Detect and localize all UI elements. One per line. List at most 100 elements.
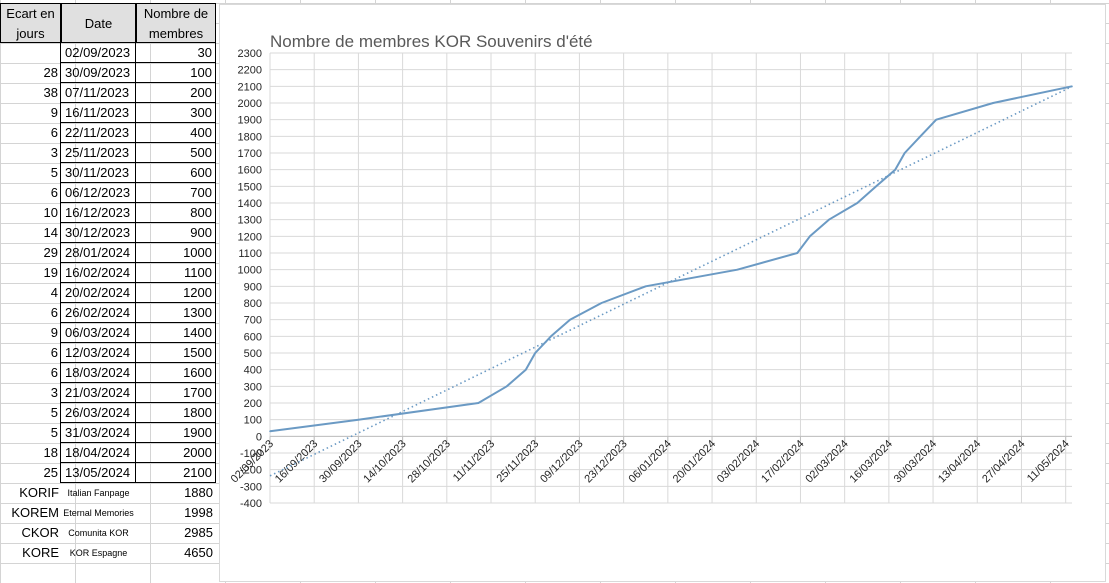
header-date[interactable]: Date bbox=[61, 3, 136, 43]
membres-cell[interactable]: 600 bbox=[136, 163, 216, 183]
membres-cell[interactable]: 1000 bbox=[136, 243, 216, 263]
date-cell[interactable]: 31/03/2024 bbox=[61, 423, 136, 443]
group-name-cell[interactable]: Italian Fanpage bbox=[67, 488, 130, 498]
ecart-cell[interactable]: 10 bbox=[0, 203, 61, 223]
group-value-cell[interactable]: 2985 bbox=[184, 525, 213, 540]
date-cell[interactable]: 16/12/2023 bbox=[61, 203, 136, 223]
ecart-cell[interactable]: 14 bbox=[0, 223, 61, 243]
table-row: 02/09/2023 30 bbox=[0, 43, 216, 63]
ecart-cell[interactable]: 19 bbox=[0, 263, 61, 283]
membres-cell[interactable]: 1600 bbox=[136, 363, 216, 383]
group-code-cell[interactable]: KORIF bbox=[19, 485, 59, 500]
membres-cell[interactable]: 1400 bbox=[136, 323, 216, 343]
date-cell[interactable]: 18/03/2024 bbox=[61, 363, 136, 383]
ecart-cell[interactable]: 18 bbox=[0, 443, 61, 463]
ecart-cell[interactable]: 9 bbox=[0, 323, 61, 343]
y-tick-label: 900 bbox=[244, 281, 262, 293]
date-cell[interactable]: 20/02/2024 bbox=[61, 283, 136, 303]
date-cell[interactable]: 12/03/2024 bbox=[61, 343, 136, 363]
ecart-cell[interactable]: 6 bbox=[0, 343, 61, 363]
group-value-cell[interactable]: 4650 bbox=[184, 545, 213, 560]
date-cell[interactable]: 16/11/2023 bbox=[61, 103, 136, 123]
ecart-cell[interactable] bbox=[0, 43, 61, 63]
ecart-cell[interactable]: 5 bbox=[0, 423, 61, 443]
ecart-cell[interactable]: 25 bbox=[0, 463, 61, 483]
ecart-cell[interactable]: 5 bbox=[0, 403, 61, 423]
chart-title: Nombre de membres KOR Souvenirs d'été bbox=[270, 32, 593, 51]
header-ecart[interactable]: Ecart en jours bbox=[0, 3, 61, 43]
y-tick-label: 1500 bbox=[238, 181, 262, 193]
date-cell[interactable]: 25/11/2023 bbox=[61, 143, 136, 163]
membres-cell[interactable]: 2100 bbox=[136, 463, 216, 483]
x-tick-label: 02/09/2023 bbox=[229, 438, 276, 485]
ecart-cell[interactable]: 3 bbox=[0, 383, 61, 403]
ecart-cell[interactable]: 9 bbox=[0, 103, 61, 123]
ecart-cell[interactable]: 29 bbox=[0, 243, 61, 263]
membres-cell[interactable]: 1500 bbox=[136, 343, 216, 363]
group-code-cell[interactable]: KORE bbox=[22, 545, 59, 560]
membres-cell[interactable]: 700 bbox=[136, 183, 216, 203]
data-point bbox=[903, 152, 906, 154]
date-cell[interactable]: 22/11/2023 bbox=[61, 123, 136, 143]
group-code-cell[interactable]: CKOR bbox=[21, 525, 59, 540]
data-point bbox=[919, 135, 922, 138]
ecart-cell[interactable]: 4 bbox=[0, 283, 61, 303]
ecart-cell[interactable]: 3 bbox=[0, 143, 61, 163]
membres-cell[interactable]: 400 bbox=[136, 123, 216, 143]
data-point bbox=[644, 285, 647, 288]
membres-cell[interactable]: 1200 bbox=[136, 283, 216, 303]
ecart-cell[interactable]: 6 bbox=[0, 363, 61, 383]
group-name-cell[interactable]: Eternal Memories bbox=[63, 508, 134, 518]
table-row: 6 06/12/2023 700 bbox=[0, 183, 216, 203]
y-tick-label: 0 bbox=[256, 431, 262, 443]
membres-cell[interactable]: 1700 bbox=[136, 383, 216, 403]
membres-cell[interactable]: 1900 bbox=[136, 423, 216, 443]
date-cell[interactable]: 26/02/2024 bbox=[61, 303, 136, 323]
data-point bbox=[875, 185, 877, 188]
group-name-cell[interactable]: Comunita KOR bbox=[68, 528, 129, 538]
ecart-cell[interactable]: 28 bbox=[0, 63, 61, 83]
group-value-cell[interactable]: 1880 bbox=[184, 485, 213, 500]
data-point bbox=[736, 268, 739, 271]
table-row: 3 25/11/2023 500 bbox=[0, 143, 216, 163]
ecart-cell[interactable]: 6 bbox=[0, 183, 61, 203]
date-cell[interactable]: 30/12/2023 bbox=[61, 223, 136, 243]
date-cell[interactable]: 18/04/2024 bbox=[61, 443, 136, 463]
date-cell[interactable]: 07/11/2023 bbox=[61, 83, 136, 103]
header-membres[interactable]: Nombre de membres bbox=[136, 3, 216, 43]
membres-cell[interactable]: 300 bbox=[136, 103, 216, 123]
date-cell[interactable]: 02/09/2023 bbox=[61, 43, 136, 63]
ecart-cell[interactable]: 5 bbox=[0, 163, 61, 183]
date-cell[interactable]: 16/02/2024 bbox=[61, 263, 136, 283]
group-code-cell[interactable]: KOREM bbox=[11, 505, 59, 520]
date-cell[interactable]: 06/03/2024 bbox=[61, 323, 136, 343]
date-cell[interactable]: 06/12/2023 bbox=[61, 183, 136, 203]
ecart-cell[interactable]: 38 bbox=[0, 83, 61, 103]
membres-cell[interactable]: 1800 bbox=[136, 403, 216, 423]
group-value-cell[interactable]: 1998 bbox=[184, 505, 213, 520]
membres-cell[interactable]: 500 bbox=[136, 143, 216, 163]
chart[interactable]: Nombre de membres KOR Souvenirs d'été -40… bbox=[219, 4, 1106, 582]
membres-cell[interactable]: 900 bbox=[136, 223, 216, 243]
ecart-cell[interactable]: 6 bbox=[0, 123, 61, 143]
series-line bbox=[269, 85, 1073, 433]
data-point bbox=[477, 402, 480, 404]
date-cell[interactable]: 30/09/2023 bbox=[61, 63, 136, 83]
membres-cell[interactable]: 1100 bbox=[136, 263, 216, 283]
date-cell[interactable]: 28/01/2024 bbox=[61, 243, 136, 263]
date-cell[interactable]: 13/05/2024 bbox=[61, 463, 136, 483]
ecart-cell[interactable]: 6 bbox=[0, 303, 61, 323]
membres-cell[interactable]: 2000 bbox=[136, 443, 216, 463]
membres-cell[interactable]: 800 bbox=[136, 203, 216, 223]
date-cell[interactable]: 26/03/2024 bbox=[61, 403, 136, 423]
date-cell[interactable]: 21/03/2024 bbox=[61, 383, 136, 403]
group-name-cell[interactable]: KOR Espagne bbox=[69, 548, 128, 558]
x-tick-label: 13/04/2024 bbox=[936, 438, 983, 485]
date-cell[interactable]: 30/11/2023 bbox=[61, 163, 136, 183]
membres-cell[interactable]: 100 bbox=[136, 63, 216, 83]
membres-cell[interactable]: 30 bbox=[136, 43, 216, 63]
x-tick-label: 06/01/2024 bbox=[627, 438, 674, 485]
membres-cell[interactable]: 200 bbox=[136, 83, 216, 103]
membres-cell[interactable]: 1300 bbox=[136, 303, 216, 323]
